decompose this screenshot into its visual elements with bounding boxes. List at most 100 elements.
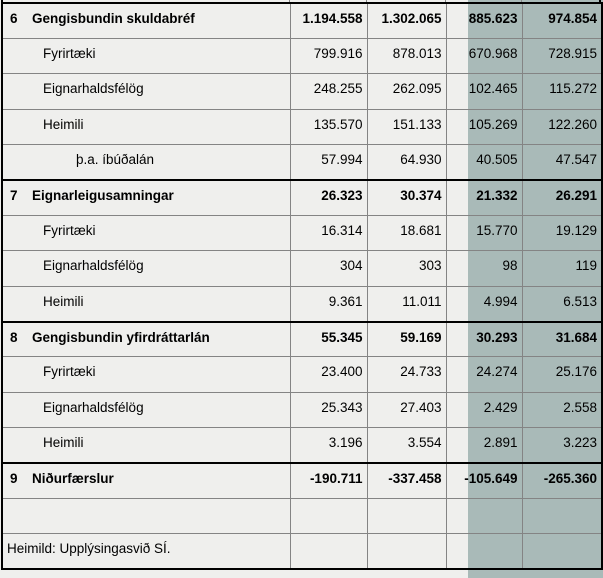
- table-row: Fyrirtæki 23.400 24.733 24.274 25.176: [1, 356, 603, 393]
- value-cell: 1.194.558: [289, 2, 368, 39]
- row-label: Gengisbundin yfirdráttarlán: [32, 329, 210, 345]
- value-cell: 6.513: [521, 285, 603, 323]
- row-label-cell: 6 Gengisbundin skuldabréf: [1, 2, 291, 39]
- grid-stub: [445, 0, 446, 2]
- value-cell: 974.854: [521, 2, 603, 39]
- table-row: Eignarhaldsfélög 248.255 262.095 102.465…: [1, 73, 603, 110]
- value-cell: -265.360: [521, 462, 603, 499]
- row-label: Niðurfærslur: [32, 471, 114, 487]
- value-cell: 799.916: [289, 37, 368, 75]
- row-label-cell: Heimili: [1, 108, 291, 146]
- value-cell: 21.332: [445, 178, 523, 216]
- value-cell: [289, 497, 368, 535]
- row-label: Heimili: [43, 435, 84, 451]
- row-number: 9: [10, 471, 18, 487]
- value-cell: 3.223: [521, 427, 603, 464]
- value-cell: -190.711: [289, 462, 368, 499]
- row-label-cell: 9 Niðurfærslur: [1, 462, 291, 499]
- row-number: 6: [10, 11, 18, 26]
- table-row: Eignarhaldsfélög 304 303 98 119: [1, 250, 603, 287]
- table-row: Heimili 3.196 3.554 2.891 3.223: [1, 427, 603, 464]
- grid-stub: [289, 0, 290, 2]
- value-cell: 30.374: [366, 178, 447, 216]
- table-row: 7 Eignarleigusamningar 26.323 30.374 21.3…: [1, 178, 603, 216]
- row-label-cell: Fyrirtæki: [1, 356, 291, 393]
- row-label-cell: Heimili: [1, 427, 291, 464]
- value-cell: 1.302.065: [366, 2, 447, 39]
- value-cell: 59.169: [366, 320, 447, 358]
- table-row: 9 Niðurfærslur -190.711 -337.458 -105.649…: [1, 462, 603, 499]
- row-label: Heimili: [43, 116, 84, 132]
- value-cell: 135.570: [289, 108, 368, 146]
- grid-stub: [599, 0, 601, 2]
- row-label-cell: Fyrirtæki: [1, 37, 291, 75]
- value-cell: [289, 533, 368, 570]
- value-cell: 64.930: [366, 144, 447, 181]
- value-cell: [445, 497, 523, 535]
- value-cell: 31.684: [521, 320, 603, 358]
- value-cell: 25.343: [289, 391, 368, 429]
- value-cell: 23.400: [289, 356, 368, 393]
- value-cell: 728.915: [521, 37, 603, 75]
- table-row: Fyrirtæki 799.916 878.013 670.968 728.91…: [1, 37, 603, 75]
- table-row: Eignarhaldsfélög 25.343 27.403 2.429 2.5…: [1, 391, 603, 429]
- grid-stub: [366, 0, 367, 2]
- value-cell: 262.095: [366, 73, 447, 110]
- value-cell: [366, 497, 447, 535]
- value-cell: 30.293: [445, 320, 523, 358]
- value-cell: 27.403: [366, 391, 447, 429]
- value-cell: 2.891: [445, 427, 523, 464]
- table-row: 6 Gengisbundin skuldabréf 1.194.558 1.302…: [1, 2, 603, 39]
- row-label-cell: [1, 497, 291, 535]
- value-cell: 15.770: [445, 214, 523, 252]
- value-cell: -337.458: [366, 462, 447, 499]
- table-row: 8 Gengisbundin yfirdráttarlán 55.345 59.1…: [1, 320, 603, 358]
- row-label-cell: Eignarhaldsfélög: [1, 73, 291, 110]
- value-cell: 102.465: [445, 73, 523, 110]
- row-label: þ.a. íbúðalán: [76, 152, 155, 168]
- row-label: Eignarhaldsfélög: [43, 81, 144, 97]
- row-label: Gengisbundin skuldabréf: [32, 11, 195, 26]
- value-cell: 303: [366, 250, 447, 287]
- value-cell: 248.255: [289, 73, 368, 110]
- row-label: Fyrirtæki: [43, 45, 96, 61]
- table-row: Fyrirtæki 16.314 18.681 15.770 19.129: [1, 214, 603, 252]
- value-cell: 878.013: [366, 37, 447, 75]
- value-cell: 11.011: [366, 285, 447, 323]
- value-cell: 885.623: [445, 2, 523, 39]
- value-cell: 9.361: [289, 285, 368, 323]
- value-cell: 40.505: [445, 144, 523, 181]
- value-cell: 24.274: [445, 356, 523, 393]
- value-cell: 98: [445, 250, 523, 287]
- value-cell: 122.260: [521, 108, 603, 146]
- value-cell: [521, 533, 603, 570]
- table-row: [1, 497, 603, 535]
- value-cell: 47.547: [521, 144, 603, 181]
- value-cell: 151.133: [366, 108, 447, 146]
- value-cell: 4.994: [445, 285, 523, 323]
- row-label-cell: Eignarhaldsfélög: [1, 250, 291, 287]
- value-cell: 304: [289, 250, 368, 287]
- value-cell: 24.733: [366, 356, 447, 393]
- value-cell: 19.129: [521, 214, 603, 252]
- table-row: Heimili 135.570 151.133 105.269 122.260: [1, 108, 603, 146]
- value-cell: 3.554: [366, 427, 447, 464]
- source-note: Heimild: Upplýsingasvið SÍ.: [7, 541, 171, 557]
- row-label: Fyrirtæki: [43, 222, 96, 238]
- row-label-cell: 7 Eignarleigusamningar: [1, 178, 291, 216]
- value-cell: 2.429: [445, 391, 523, 429]
- row-label: Eignarleigusamningar: [32, 187, 174, 203]
- table-row: Heimili 9.361 11.011 4.994 6.513: [1, 285, 603, 323]
- grid-stub: [521, 0, 522, 2]
- value-cell: 119: [521, 250, 603, 287]
- row-label-cell: Heimild: Upplýsingasvið SÍ.: [1, 533, 291, 570]
- row-label: Fyrirtæki: [43, 364, 96, 380]
- grid-stub: [1, 0, 3, 2]
- row-label-cell: Heimili: [1, 285, 291, 323]
- value-cell: 57.994: [289, 144, 368, 181]
- value-cell: 26.291: [521, 178, 603, 216]
- table-row: þ.a. íbúðalán 57.994 64.930 40.505 47.54…: [1, 144, 603, 181]
- value-cell: 115.272: [521, 73, 603, 110]
